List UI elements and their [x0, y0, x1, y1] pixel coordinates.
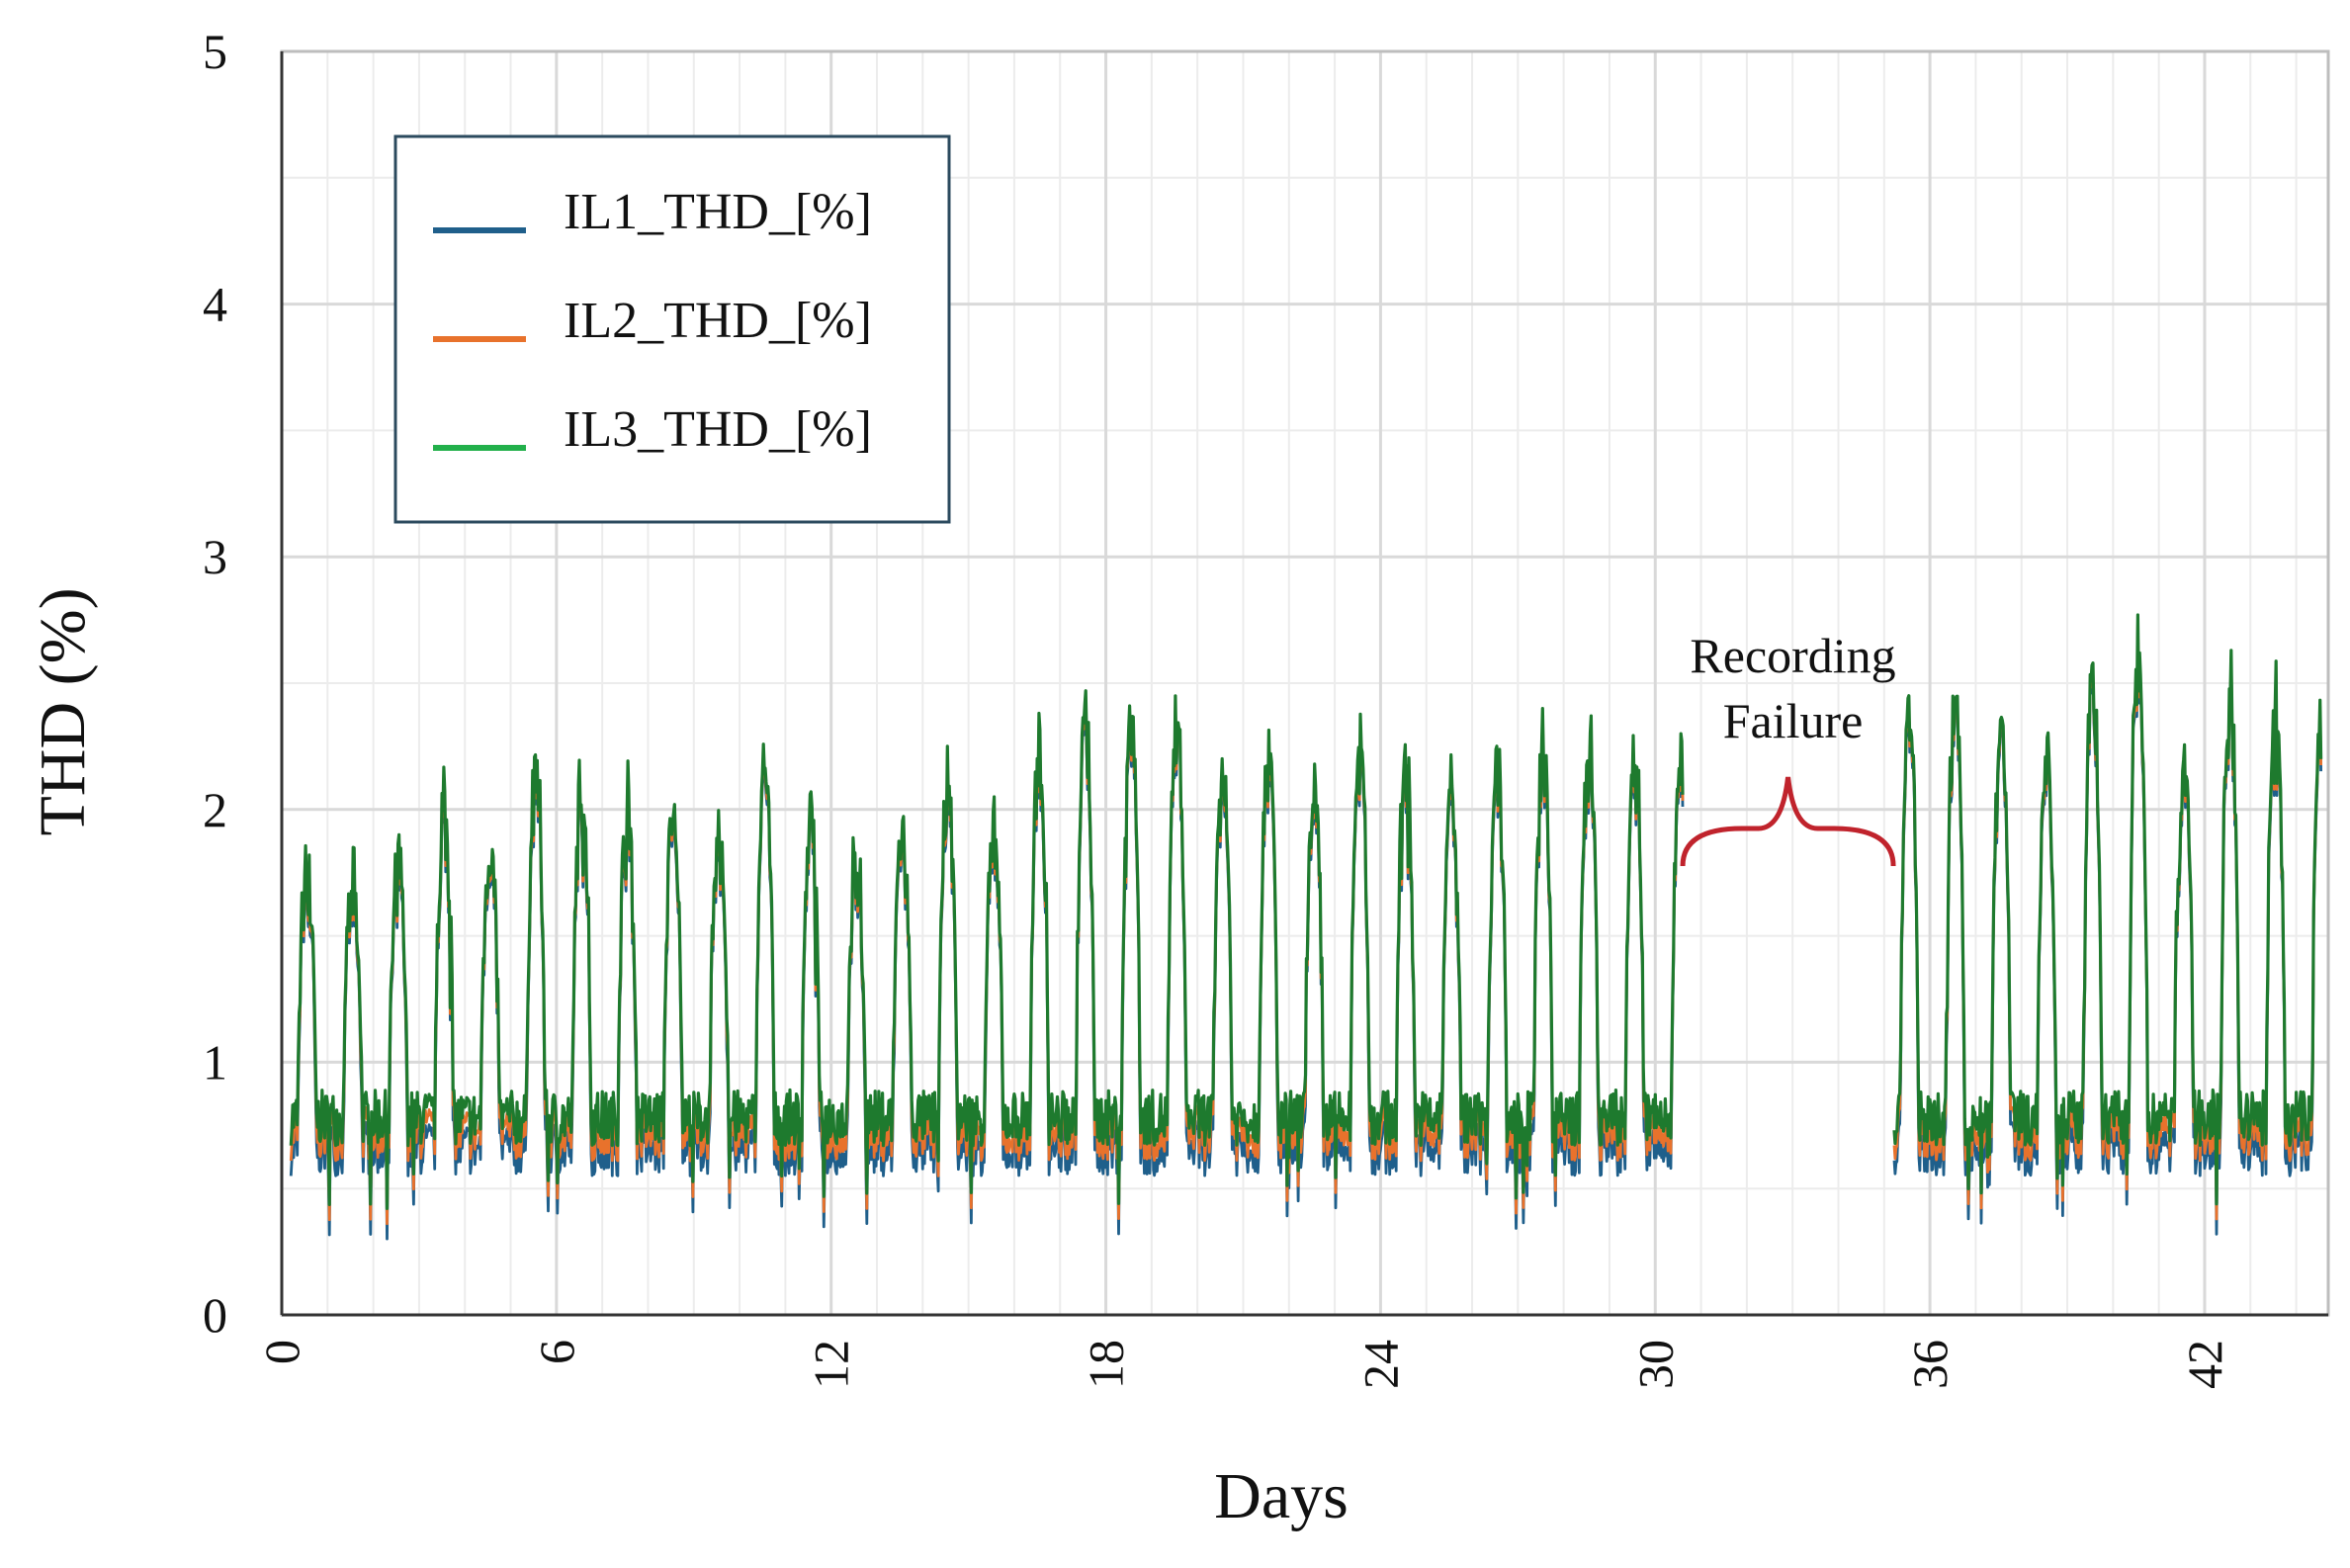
x-tick-label: 18 — [1079, 1340, 1134, 1389]
annotation: Recording Failure — [1680, 628, 1896, 867]
x-tick-label: 6 — [529, 1340, 584, 1364]
y-tick-label: 2 — [203, 782, 227, 837]
x-tick-label: 30 — [1627, 1340, 1683, 1389]
y-tick-label: 4 — [203, 277, 227, 332]
y-tick-label: 5 — [203, 24, 227, 79]
y-tick-label: 0 — [203, 1287, 227, 1343]
annotation-label-line: Failure — [1723, 693, 1864, 748]
x-tick-label: 24 — [1352, 1340, 1408, 1389]
x-axis-title: Days — [1214, 1460, 1349, 1532]
plot-frame — [280, 49, 2330, 1317]
legend-label-3: IL3_THD_[%] — [564, 401, 872, 458]
y-tick-label: 3 — [203, 529, 227, 584]
x-tick-label: 0 — [254, 1340, 309, 1364]
y-tick-label: 1 — [203, 1034, 227, 1089]
legend-label-2: IL2_THD_[%] — [564, 293, 872, 349]
legend-box — [393, 134, 951, 524]
x-tick-label: 42 — [2177, 1340, 2232, 1389]
x-tick-label: 12 — [804, 1340, 859, 1389]
recording-failure-brace — [1680, 776, 1896, 867]
x-tick-label: 36 — [1902, 1340, 1958, 1389]
series-lines — [289, 613, 2323, 1241]
annotation-label-line: Recording — [1690, 628, 1895, 683]
legend: IL1_THD_[%] IL2_THD_[%] IL3_THD_[%] — [393, 134, 951, 524]
y-axis-title: THD (%) — [27, 587, 99, 835]
series-line-3 — [289, 613, 2323, 1210]
legend-label-1: IL1_THD_[%] — [564, 184, 872, 240]
